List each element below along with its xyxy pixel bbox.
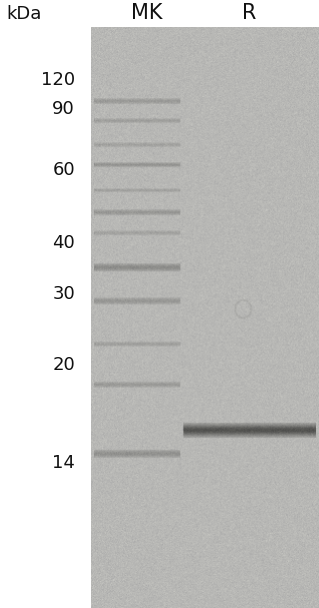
Text: 90: 90: [52, 100, 75, 119]
Text: 40: 40: [52, 234, 75, 252]
Text: kDa: kDa: [6, 5, 42, 23]
Text: R: R: [241, 3, 256, 23]
Text: 30: 30: [52, 285, 75, 303]
Text: MK: MK: [131, 3, 162, 23]
Text: 14: 14: [52, 454, 75, 472]
Text: 120: 120: [41, 71, 75, 89]
Text: 60: 60: [52, 161, 75, 179]
Text: 20: 20: [52, 356, 75, 374]
